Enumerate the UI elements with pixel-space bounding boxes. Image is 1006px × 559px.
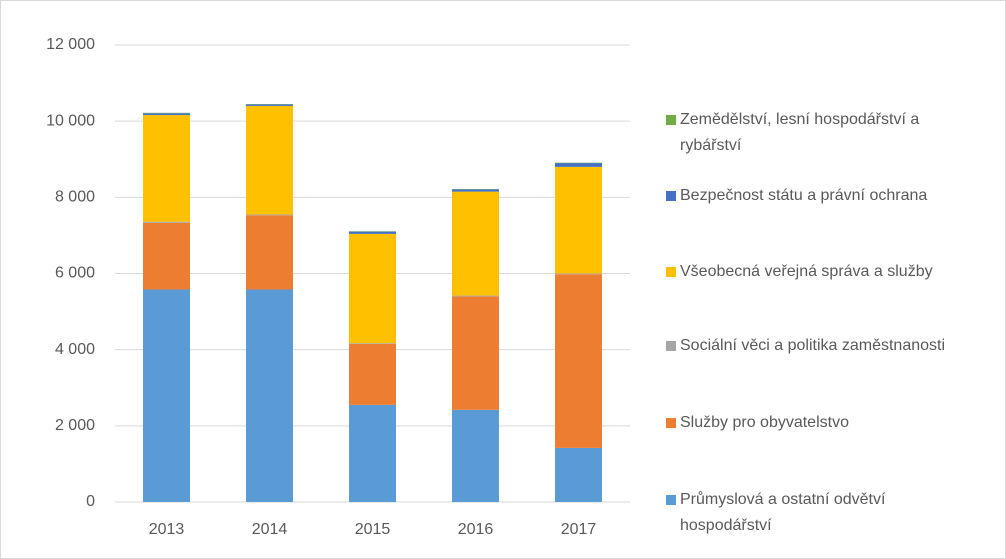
- x-tick-label: 2013: [149, 521, 185, 538]
- bar-segment: [555, 163, 602, 167]
- bar-segment: [246, 289, 293, 502]
- x-tick-label: 2015: [355, 521, 391, 538]
- legend-swatch: [666, 341, 676, 351]
- bar-segment: [349, 231, 396, 234]
- bar-segment: [246, 214, 293, 216]
- bar-segment: [452, 296, 499, 410]
- legend-label: Bezpečnost státu a právní ochrana: [680, 187, 928, 204]
- y-tick-label: 8 000: [55, 189, 95, 206]
- legend-swatch: [666, 267, 676, 277]
- bar-segment: [452, 191, 499, 296]
- y-tick-label: 2 000: [55, 417, 95, 434]
- bar-segment: [555, 274, 602, 448]
- legend-swatch: [666, 495, 676, 505]
- legend-item: Všeobecná veřejná správa a služby: [666, 259, 980, 285]
- legend-label: Služby pro obyvatelstvo: [680, 414, 849, 431]
- legend-item: Sociální věci a politika zaměstnanosti: [666, 333, 980, 359]
- bar-segment: [452, 409, 499, 502]
- bar-segment: [143, 289, 190, 502]
- legend-label: Sociální věci a politika zaměstnanosti: [680, 337, 946, 354]
- y-tick-label: 6 000: [55, 265, 95, 282]
- bar-segment: [349, 404, 396, 502]
- legend-swatch: [666, 115, 676, 125]
- bar-segment: [555, 166, 602, 274]
- legend-label: Zemědělství, lesní hospodářství a rybářs…: [680, 111, 920, 154]
- legend-item: Služby pro obyvatelstvo: [666, 410, 980, 436]
- x-tick-label: 2016: [458, 521, 494, 538]
- y-tick-label: 0: [86, 493, 95, 510]
- bar-segment: [143, 115, 190, 222]
- bar-segment: [555, 273, 602, 275]
- bar-segment: [246, 104, 293, 106]
- bar-segment: [143, 221, 190, 223]
- bar-segment: [143, 113, 190, 116]
- bar-segment: [452, 189, 499, 192]
- legend-label: Všeobecná veřejná správa a služby: [680, 263, 933, 280]
- legend-label: Průmyslová a ostatní odvětví hospodářstv…: [680, 491, 886, 534]
- bar-segment: [246, 215, 293, 290]
- legend-item: Průmyslová a ostatní odvětví hospodářstv…: [666, 487, 980, 539]
- y-tick-label: 12 000: [46, 36, 95, 53]
- y-tick-label: 10 000: [46, 112, 95, 129]
- bar-segment: [555, 447, 602, 502]
- x-tick-label: 2017: [561, 521, 597, 538]
- legend-swatch: [666, 191, 676, 201]
- bar-segment: [143, 222, 190, 290]
- x-tick-label: 2014: [252, 521, 288, 538]
- bar-segment: [452, 295, 499, 297]
- bar-segment: [349, 343, 396, 405]
- legend-item: Bezpečnost státu a právní ochrana: [666, 183, 980, 209]
- bar-segment: [246, 105, 293, 215]
- legend-item: Zemědělství, lesní hospodářství a rybářs…: [666, 107, 980, 159]
- legend-swatch: [666, 418, 676, 428]
- y-tick-label: 4 000: [55, 341, 95, 358]
- bar-segment: [349, 233, 396, 344]
- bar-segment: [349, 343, 396, 344]
